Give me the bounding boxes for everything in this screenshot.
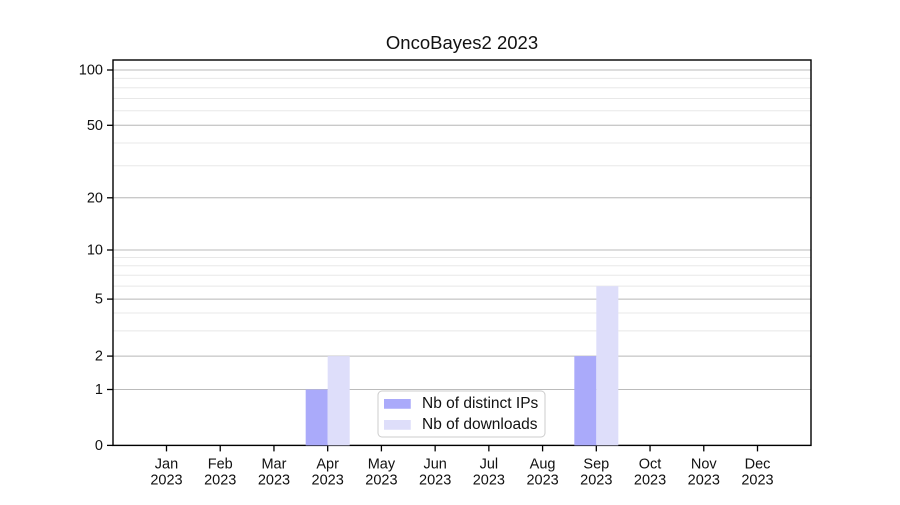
svg-text:2023: 2023	[741, 472, 773, 488]
svg-text:Oct: Oct	[639, 456, 662, 472]
svg-text:2023: 2023	[419, 472, 451, 488]
svg-text:Nb of distinct IPs: Nb of distinct IPs	[422, 395, 539, 412]
svg-text:Sep: Sep	[583, 456, 609, 472]
svg-text:2023: 2023	[634, 472, 666, 488]
svg-text:2023: 2023	[526, 472, 558, 488]
svg-text:50: 50	[87, 118, 103, 134]
svg-text:Jun: Jun	[423, 456, 446, 472]
svg-text:Mar: Mar	[261, 456, 286, 472]
svg-text:10: 10	[87, 243, 103, 259]
svg-text:Feb: Feb	[208, 456, 233, 472]
svg-text:2023: 2023	[365, 472, 397, 488]
svg-text:20: 20	[87, 190, 103, 206]
svg-text:2023: 2023	[150, 472, 182, 488]
svg-text:Nb of downloads: Nb of downloads	[422, 416, 538, 433]
svg-text:Nov: Nov	[691, 456, 718, 472]
svg-text:Apr: Apr	[316, 456, 339, 472]
svg-text:0: 0	[95, 438, 103, 454]
svg-text:Jan: Jan	[155, 456, 178, 472]
svg-text:2023: 2023	[580, 472, 612, 488]
svg-text:1: 1	[95, 382, 103, 398]
svg-text:2023: 2023	[473, 472, 505, 488]
svg-text:2023: 2023	[312, 472, 344, 488]
svg-text:May: May	[368, 456, 396, 472]
svg-text:5: 5	[95, 292, 103, 308]
svg-text:2: 2	[95, 349, 103, 365]
svg-text:Jul: Jul	[480, 456, 499, 472]
svg-text:Dec: Dec	[745, 456, 771, 472]
svg-text:Aug: Aug	[530, 456, 556, 472]
svg-text:100: 100	[79, 63, 103, 79]
svg-text:2023: 2023	[258, 472, 290, 488]
svg-text:2023: 2023	[204, 472, 236, 488]
svg-text:2023: 2023	[688, 472, 720, 488]
